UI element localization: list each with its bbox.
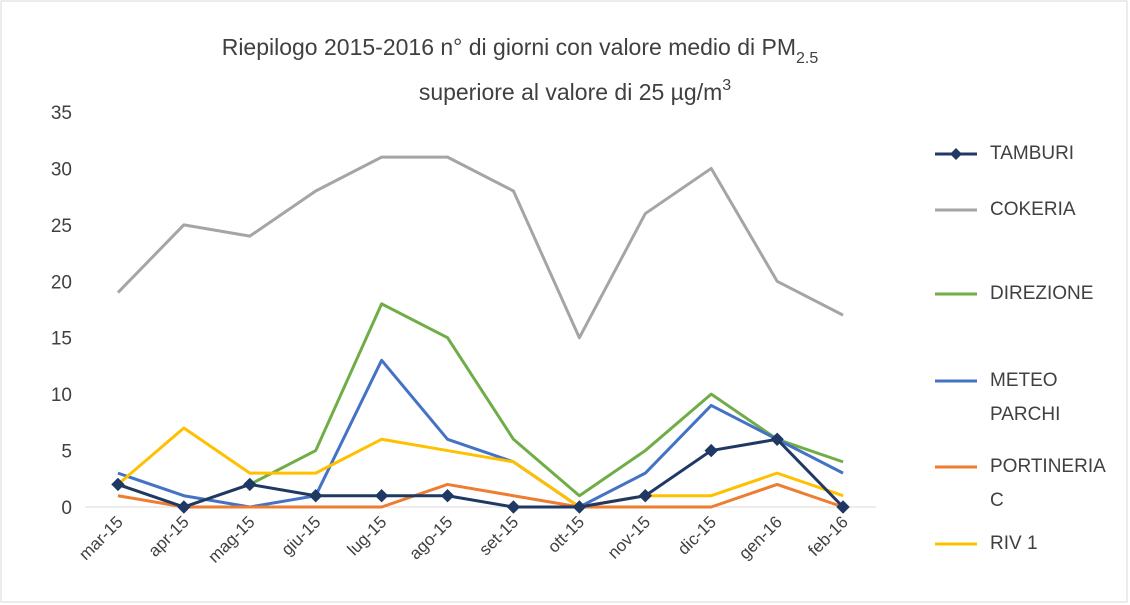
data-point: [243, 477, 257, 492]
legend-label: TAMBURI: [990, 143, 1075, 164]
data-point: [836, 500, 850, 514]
series-line: [116, 426, 844, 509]
series-line: [117, 482, 844, 509]
legend-item: METEO PARCHI: [932, 364, 1070, 432]
legend-label: RIV 1: [990, 533, 1038, 554]
legend-swatch: [935, 208, 977, 212]
title-subscript: 2.5: [796, 50, 818, 67]
data-point: [440, 489, 455, 503]
legend-item: COKERIA: [932, 193, 1076, 227]
y-tick-label: 25: [51, 216, 72, 237]
legend-swatch: [935, 542, 977, 546]
data-point: [177, 500, 191, 514]
data-point: [374, 489, 389, 503]
legend-marker: [950, 148, 962, 160]
legend-label: PORTINERIA C: [990, 456, 1105, 511]
legend-label: DIREZIONE: [990, 283, 1094, 304]
title-text: superiore al valore di 25 µg/m: [419, 79, 722, 105]
series-line: [117, 358, 844, 509]
legend-swatch: [935, 379, 977, 383]
legend-label: COKERIA: [990, 199, 1076, 220]
data-point: [572, 500, 587, 514]
chart-title: Riepilogo 2015-2016 n° di giorni con val…: [222, 34, 819, 67]
y-tick-label: 20: [51, 272, 72, 293]
legend-item: TAMBURI: [932, 137, 1075, 171]
data-point: [111, 477, 125, 492]
legend-item: DIREZIONE: [932, 277, 1094, 311]
legend-label: METEO PARCHI: [990, 370, 1061, 425]
data-point: [638, 489, 652, 503]
legend-swatch: [935, 465, 977, 469]
y-tick-label: 5: [61, 442, 72, 463]
data-point: [770, 432, 784, 446]
chart-title-line2: superiore al valore di 25 µg/m3: [419, 77, 731, 105]
y-tick-label: 35: [51, 103, 72, 124]
legend-item: PORTINERIA C: [932, 450, 1105, 518]
y-tick-label: 0: [61, 498, 72, 519]
series-line: [117, 437, 845, 509]
title-superscript: 3: [722, 77, 731, 94]
title-text: Riepilogo 2015-2016 n° di giorni con val…: [222, 34, 796, 60]
y-tick-label: 10: [51, 385, 72, 406]
data-point: [506, 500, 521, 514]
y-tick-label: 30: [51, 159, 72, 180]
legend-swatch: [935, 148, 977, 160]
legend-swatch: [935, 292, 977, 296]
series-line: [116, 155, 844, 340]
y-tick-label: 15: [51, 329, 72, 350]
data-point: [309, 489, 323, 503]
data-point: [704, 443, 718, 458]
legend-item: RIV 1: [932, 527, 1070, 561]
